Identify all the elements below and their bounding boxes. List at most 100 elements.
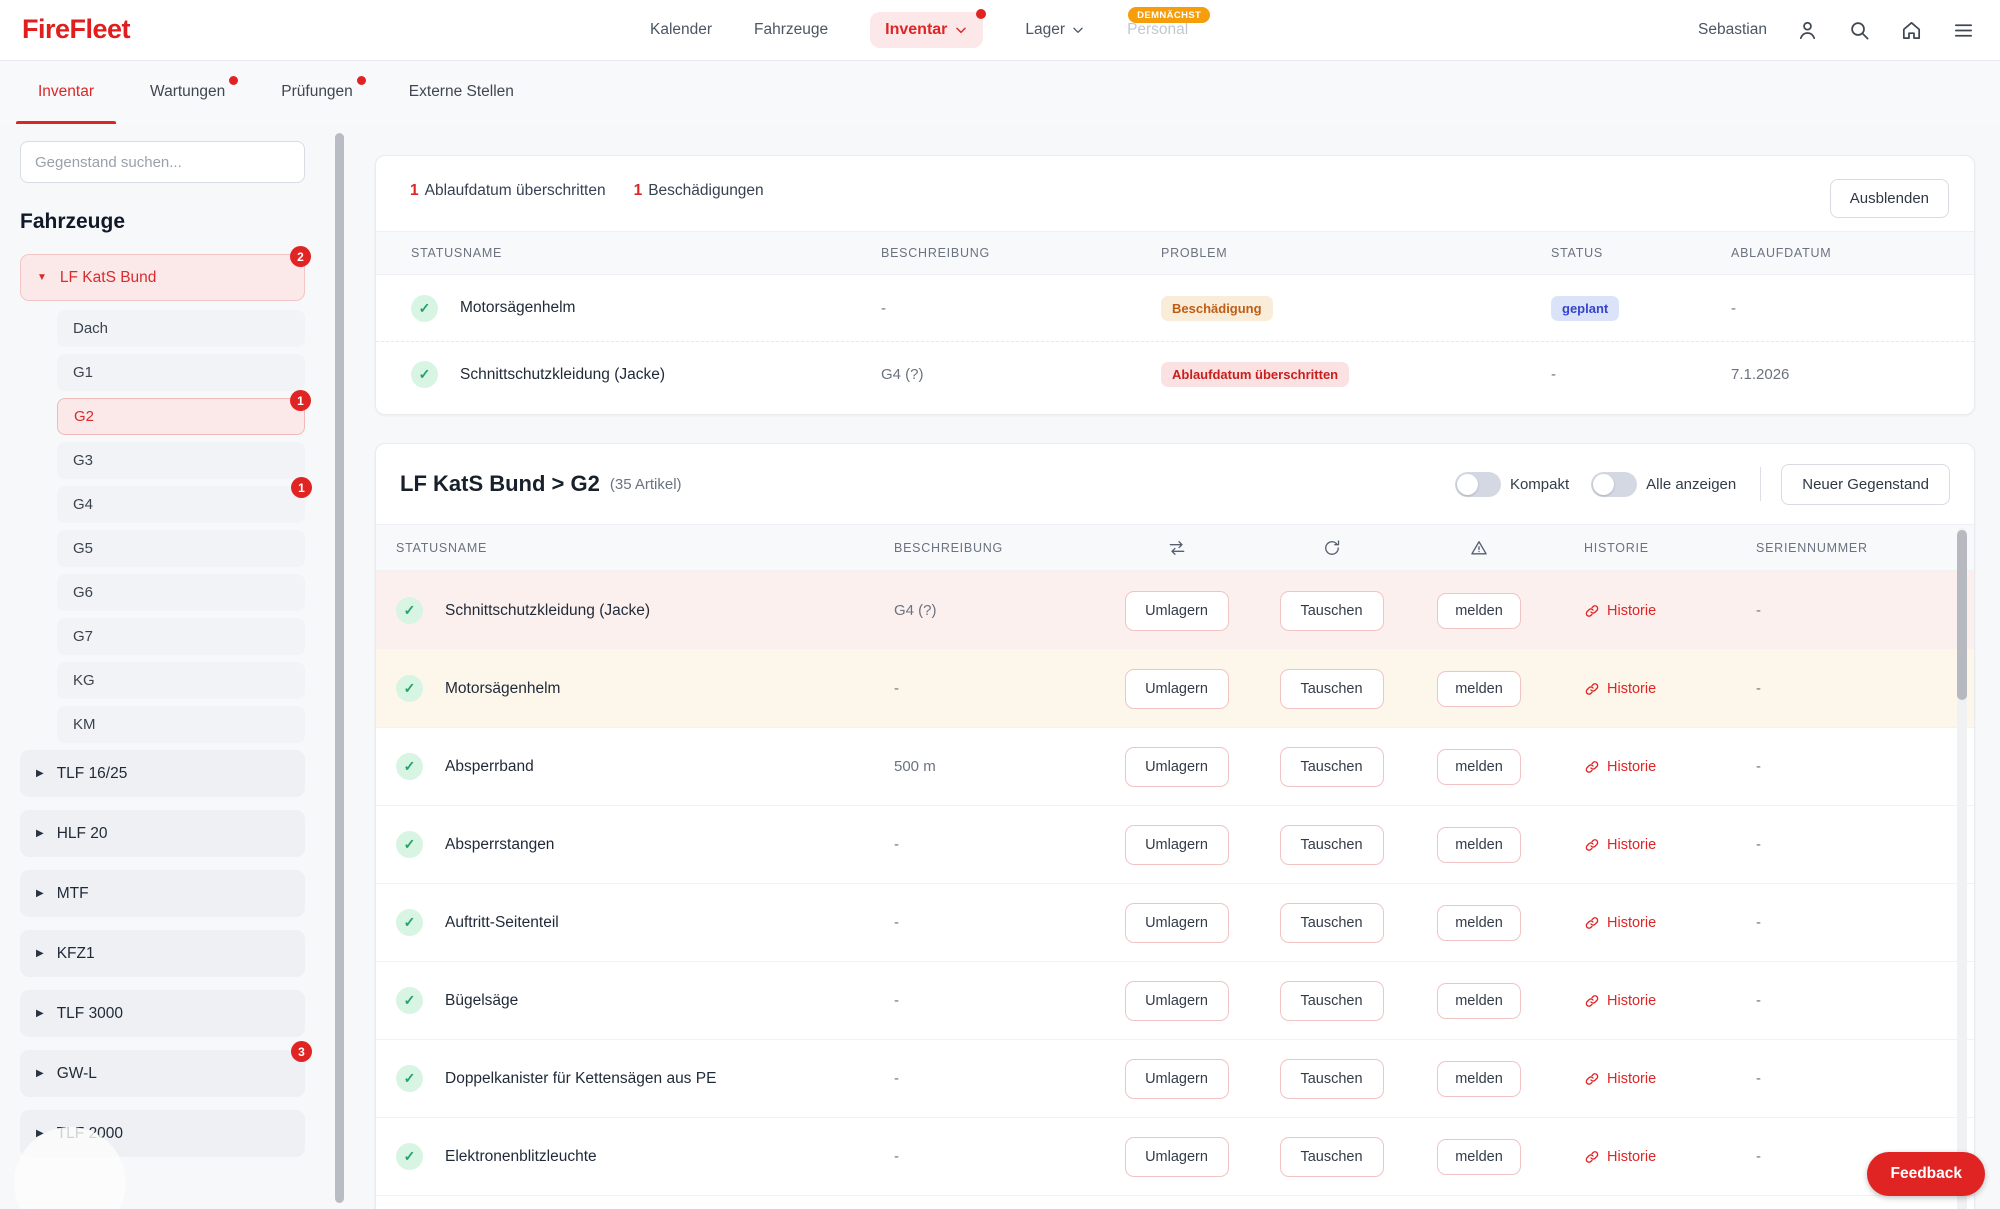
tree-item-g6[interactable]: G6 (57, 574, 305, 611)
historie-link[interactable]: Historie (1549, 915, 1721, 931)
tree-item-g7[interactable]: G7 (57, 618, 305, 655)
umlagern-button[interactable]: Umlagern (1125, 591, 1229, 631)
historie-link[interactable]: Historie (1549, 759, 1721, 775)
umlagern-button[interactable]: Umlagern (1125, 981, 1229, 1021)
tree-item-g3[interactable]: G3 (57, 442, 305, 479)
main-content: 1Ablaufdatum überschritten 1Beschädigung… (345, 123, 2000, 1209)
inventory-row: ✓ Auftritt-Seitenteil - Umlagern Tausche… (376, 883, 1974, 961)
melden-button[interactable]: melden (1437, 749, 1521, 785)
alle-anzeigen-toggle[interactable]: Alle anzeigen (1591, 472, 1736, 497)
nav-item-lager[interactable]: Lager (1025, 21, 1085, 39)
tree-item-dach[interactable]: Dach (57, 310, 305, 347)
melden-button[interactable]: melden (1437, 1139, 1521, 1175)
tauschen-button[interactable]: Tauschen (1280, 669, 1384, 709)
melden-button[interactable]: melden (1437, 1061, 1521, 1097)
feedback-button[interactable]: Feedback (1867, 1152, 1985, 1196)
umlagern-button[interactable]: Umlagern (1125, 1137, 1229, 1177)
historie-link[interactable]: Historie (1549, 993, 1721, 1009)
inventory-panel: LF KatS Bund > G2 (35 Artikel) Kompakt A… (375, 443, 1975, 1209)
umlagern-button[interactable]: Umlagern (1125, 825, 1229, 865)
toggle-switch[interactable] (1591, 472, 1637, 497)
tab-externe-stellen[interactable]: Externe Stellen (409, 61, 514, 124)
historie-link[interactable]: Historie (1549, 1071, 1721, 1087)
inventory-row: ✓ Absperrstangen - Umlagern Tauschen mel… (376, 805, 1974, 883)
alert-row[interactable]: ✓ Schnittschutzkleidung (Jacke) G4 (?) A… (376, 341, 1974, 407)
melden-button[interactable]: melden (1437, 671, 1521, 707)
table-scrollbar[interactable] (1957, 528, 1967, 1209)
melden-button[interactable]: melden (1437, 593, 1521, 629)
summary-damages: 1Beschädigungen (634, 182, 764, 200)
tauschen-button[interactable]: Tauschen (1280, 591, 1384, 631)
hide-button[interactable]: Ausblenden (1830, 179, 1949, 218)
tree-item-kfz1[interactable]: ▶ KFZ1 (20, 930, 305, 977)
user-name[interactable]: Sebastian (1698, 21, 1767, 39)
divider (1760, 467, 1761, 501)
melden-button[interactable]: melden (1437, 905, 1521, 941)
umlagern-button[interactable]: Umlagern (1125, 903, 1229, 943)
sidebar-scrollbar[interactable] (335, 133, 344, 1203)
tauschen-button[interactable]: Tauschen (1280, 825, 1384, 865)
alert-summary: 1Ablaufdatum überschritten 1Beschädigung… (376, 182, 1974, 200)
app-logo[interactable]: FireFleet (22, 14, 130, 45)
alert-count-badge: 1 (290, 390, 311, 411)
tauschen-button[interactable]: Tauschen (1280, 903, 1384, 943)
tree-item-g2[interactable]: G2 1 (57, 398, 305, 435)
kompakt-toggle[interactable]: Kompakt (1455, 472, 1569, 497)
home-icon[interactable] (1900, 19, 1923, 42)
melden-button[interactable]: melden (1437, 983, 1521, 1019)
tree-item-kg[interactable]: KG (57, 662, 305, 699)
header-actions: Sebastian (1698, 0, 1975, 60)
status-ok-icon: ✓ (396, 1143, 423, 1170)
tauschen-button[interactable]: Tauschen (1280, 1059, 1384, 1099)
historie-link[interactable]: Historie (1549, 837, 1721, 853)
tauschen-button[interactable]: Tauschen (1280, 981, 1384, 1021)
nav-item-kalender[interactable]: Kalender (650, 21, 712, 39)
nav-item-inventar[interactable]: Inventar (870, 12, 983, 48)
tab-inventar[interactable]: Inventar (38, 61, 94, 124)
tree-item-g4[interactable]: G4 1 (57, 486, 305, 523)
tree-item-g5[interactable]: G5 (57, 530, 305, 567)
tab-pruefungen[interactable]: Prüfungen (281, 61, 353, 124)
umlagern-button[interactable]: Umlagern (1125, 669, 1229, 709)
toggle-switch[interactable] (1455, 472, 1501, 497)
historie-link[interactable]: Historie (1549, 603, 1721, 619)
umlagern-button[interactable]: Umlagern (1125, 747, 1229, 787)
sidebar-heading: Fahrzeuge (20, 210, 330, 234)
refresh-icon (1322, 538, 1342, 558)
tree-item-km[interactable]: KM (57, 706, 305, 743)
tab-wartungen[interactable]: Wartungen (150, 61, 225, 124)
caret-down-icon: ▼ (37, 272, 47, 283)
tree-item-mtf[interactable]: ▶ MTF (20, 870, 305, 917)
vehicle-tree: ▼ LF KatS Bund 2 Dach G1 G2 1 G3 G4 1 G5… (20, 254, 330, 1157)
scrollbar-thumb[interactable] (1957, 530, 1967, 700)
caret-right-icon: ▶ (36, 828, 44, 839)
tree-item-g1[interactable]: G1 (57, 354, 305, 391)
tree-children: Dach G1 G2 1 G3 G4 1 G5 G6 G7 KG KM (57, 310, 330, 743)
caret-right-icon: ▶ (36, 888, 44, 899)
alert-row[interactable]: ✓ Motorsägenhelm - Beschädigung geplant … (376, 275, 1974, 341)
main-nav: Kalender Fahrzeuge Inventar Lager Person… (650, 0, 1188, 60)
melden-button[interactable]: melden (1437, 827, 1521, 863)
tauschen-button[interactable]: Tauschen (1280, 747, 1384, 787)
tree-item-lf-kats-bund[interactable]: ▼ LF KatS Bund 2 (20, 254, 305, 301)
alert-count-badge: 1 (291, 477, 312, 498)
tree-item-gw-l[interactable]: ▶ GW-L 3 (20, 1050, 305, 1097)
historie-link[interactable]: Historie (1549, 1149, 1721, 1165)
breadcrumb-title: LF KatS Bund > G2 (400, 471, 600, 497)
search-input[interactable] (20, 141, 305, 183)
historie-link[interactable]: Historie (1549, 681, 1721, 697)
menu-icon[interactable] (1952, 19, 1975, 42)
tauschen-button[interactable]: Tauschen (1280, 1137, 1384, 1177)
tree-item-tlf-3000[interactable]: ▶ TLF 3000 (20, 990, 305, 1037)
nav-item-fahrzeuge[interactable]: Fahrzeuge (754, 21, 828, 39)
user-icon[interactable] (1796, 19, 1819, 42)
link-icon (1584, 1071, 1600, 1087)
tree-item-hlf-20[interactable]: ▶ HLF 20 (20, 810, 305, 857)
new-item-button[interactable]: Neuer Gegenstand (1781, 464, 1950, 505)
app-root: FireFleet Kalender Fahrzeuge Inventar La… (0, 0, 2000, 1209)
inventory-row: ✓ Absperrband 500 m Umlagern Tauschen me… (376, 727, 1974, 805)
search-icon[interactable] (1848, 19, 1871, 42)
tree-item-tlf-16-25[interactable]: ▶ TLF 16/25 (20, 750, 305, 797)
nav-item-personal: Personal DEMNÄCHST (1127, 21, 1188, 39)
umlagern-button[interactable]: Umlagern (1125, 1059, 1229, 1099)
